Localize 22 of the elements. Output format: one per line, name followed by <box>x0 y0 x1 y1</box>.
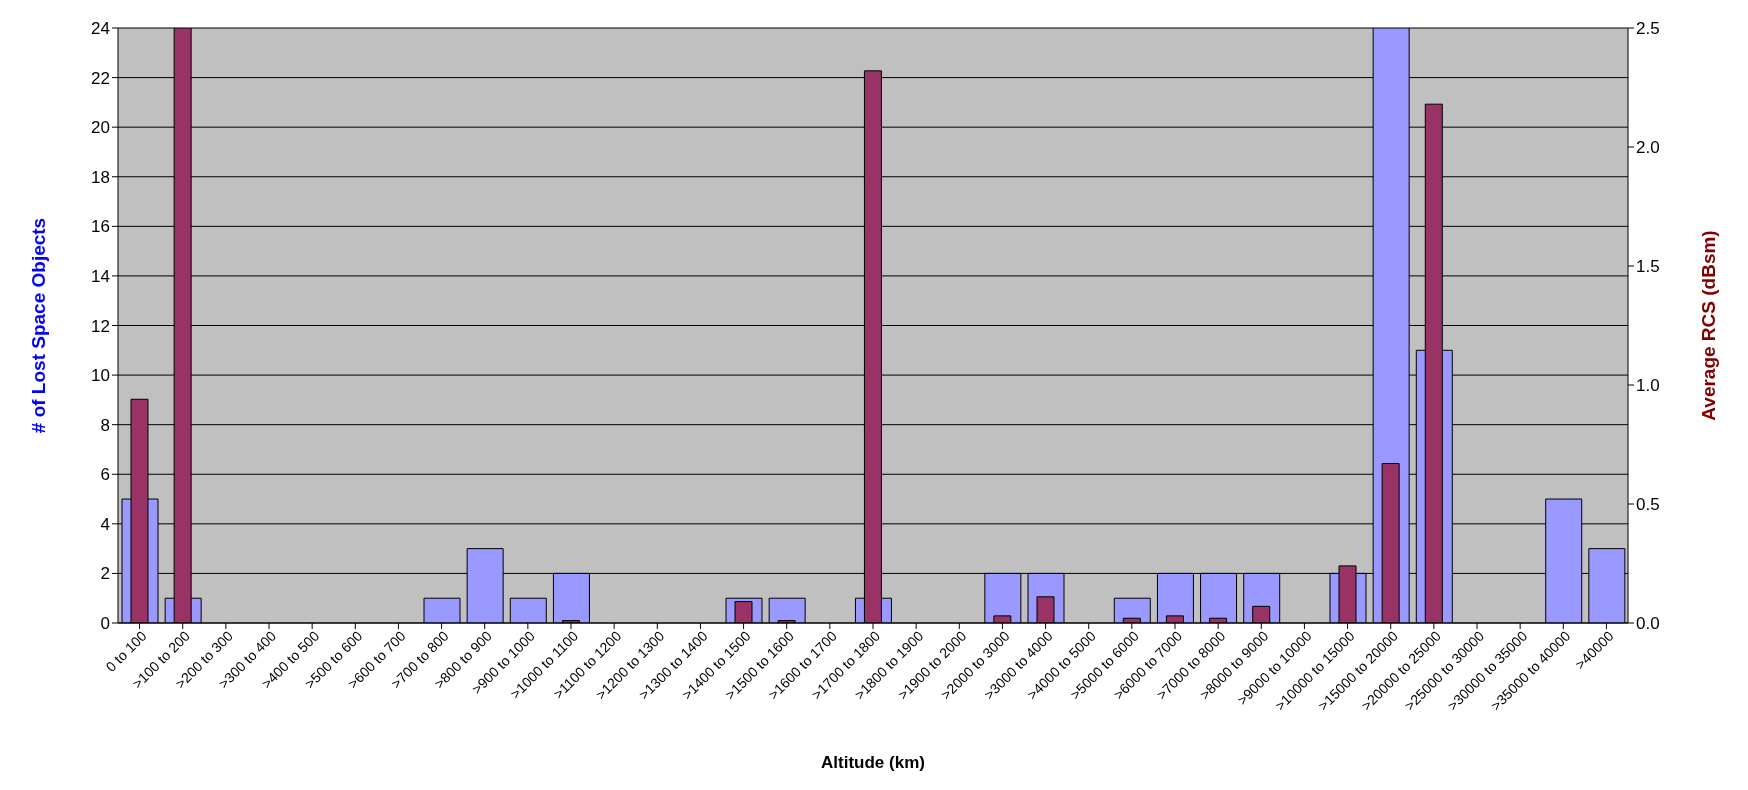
y-tick-label: 22 <box>91 68 110 88</box>
y2-axis-title: Average RCS (dBsm) <box>1697 230 1719 421</box>
y-tick-label: 18 <box>91 167 110 187</box>
y-axis-title: # of Lost Space Objects <box>27 217 49 434</box>
y-tick-label: 14 <box>91 266 110 286</box>
y-tick-label: 4 <box>100 514 110 534</box>
y-tick-label: 24 <box>91 19 110 39</box>
y-tick-label: 20 <box>91 118 110 138</box>
y2-tick-label: 1.5 <box>1636 257 1660 277</box>
x-axis-title: Altitude (km) <box>821 753 925 772</box>
y-tick-label: 6 <box>100 465 110 485</box>
y2-tick-label: 2.0 <box>1636 138 1660 158</box>
y-tick-label: 12 <box>91 316 110 336</box>
y2-tick-label: 1.0 <box>1636 376 1660 396</box>
y-tick-label: 2 <box>100 564 110 584</box>
y-tick-label: 16 <box>91 217 110 237</box>
y-tick-label: 10 <box>91 366 110 386</box>
y2-tick-label: 2.5 <box>1636 19 1660 39</box>
y-tick-label: 8 <box>100 415 110 435</box>
y-tick-label: 0 <box>100 614 110 634</box>
y2-tick-label: 0.0 <box>1636 614 1660 634</box>
y2-tick-label: 0.5 <box>1636 495 1660 515</box>
